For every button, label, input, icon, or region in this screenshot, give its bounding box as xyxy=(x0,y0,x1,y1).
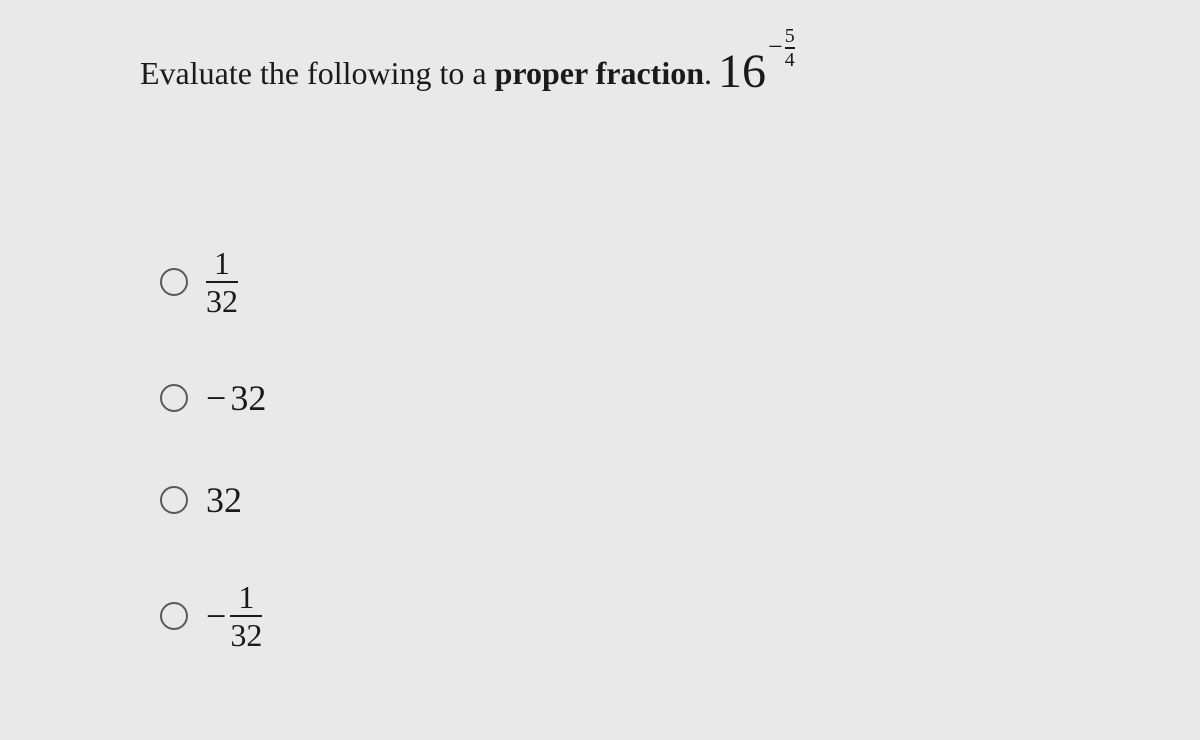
option-2-sign: − xyxy=(206,377,226,419)
prompt-plain: Evaluate the following to a xyxy=(140,55,495,91)
math-base: 16 xyxy=(718,38,766,105)
exponent-numerator: 5 xyxy=(785,26,795,47)
radio-icon xyxy=(160,486,188,514)
radio-icon xyxy=(160,602,188,630)
option-1-numerator: 1 xyxy=(214,247,230,281)
option-2-value: 32 xyxy=(230,377,266,419)
options-list: 1 32 −32 32 − 1 32 xyxy=(140,247,1060,651)
option-4-fraction: 1 32 xyxy=(230,581,262,651)
exponent-sign: − xyxy=(768,29,783,65)
option-1[interactable]: 1 32 xyxy=(160,247,1060,317)
prompt-bold: proper fraction xyxy=(495,55,704,91)
option-1-fraction: 1 32 xyxy=(206,247,238,317)
option-4-denominator: 32 xyxy=(230,615,262,651)
option-4-numerator: 1 xyxy=(238,581,254,615)
option-4-label: − 1 32 xyxy=(206,581,262,651)
radio-icon xyxy=(160,384,188,412)
option-3-label: 32 xyxy=(206,479,242,521)
exponent-fraction: 5 4 xyxy=(785,26,795,70)
option-1-denominator: 32 xyxy=(206,281,238,317)
math-exponent: − 5 4 xyxy=(768,26,795,70)
option-1-label: 1 32 xyxy=(206,247,238,317)
option-2-label: −32 xyxy=(206,377,266,419)
radio-icon xyxy=(160,268,188,296)
question-text: Evaluate the following to a proper fract… xyxy=(140,51,712,96)
option-2[interactable]: −32 xyxy=(160,377,1060,419)
question-prompt: Evaluate the following to a proper fract… xyxy=(140,40,1060,107)
option-3-value: 32 xyxy=(206,479,242,521)
option-4[interactable]: − 1 32 xyxy=(160,581,1060,651)
prompt-after: . xyxy=(704,55,712,91)
exponent-denominator: 4 xyxy=(785,47,795,70)
option-3[interactable]: 32 xyxy=(160,479,1060,521)
option-4-sign: − xyxy=(206,595,226,637)
